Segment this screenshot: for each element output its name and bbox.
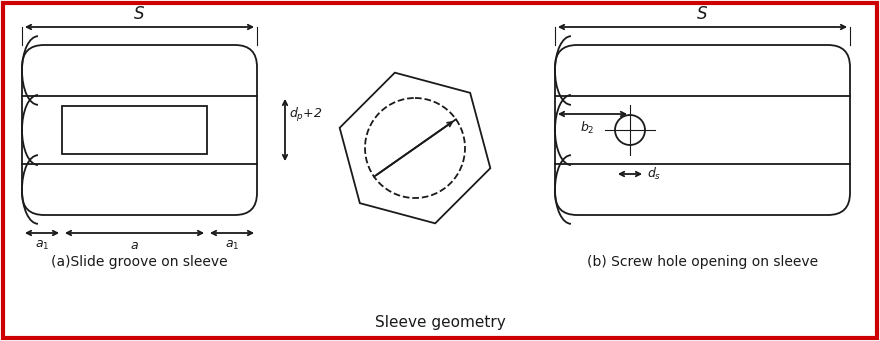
Text: (b) Screw hole opening on sleeve: (b) Screw hole opening on sleeve bbox=[587, 255, 818, 269]
Text: $d_p$+2: $d_p$+2 bbox=[289, 106, 322, 124]
Text: $a_1$: $a_1$ bbox=[224, 239, 239, 252]
Text: $a$: $a$ bbox=[130, 239, 139, 252]
Text: Sleeve geometry: Sleeve geometry bbox=[375, 315, 505, 330]
Text: (a)Slide groove on sleeve: (a)Slide groove on sleeve bbox=[51, 255, 228, 269]
Text: $S$: $S$ bbox=[134, 5, 145, 23]
Text: $a_1$: $a_1$ bbox=[35, 239, 49, 252]
Bar bbox=[62, 106, 207, 154]
Text: $d_s$: $d_s$ bbox=[647, 166, 661, 182]
Text: $S$: $S$ bbox=[696, 5, 708, 23]
Text: $b_2$: $b_2$ bbox=[580, 120, 595, 136]
